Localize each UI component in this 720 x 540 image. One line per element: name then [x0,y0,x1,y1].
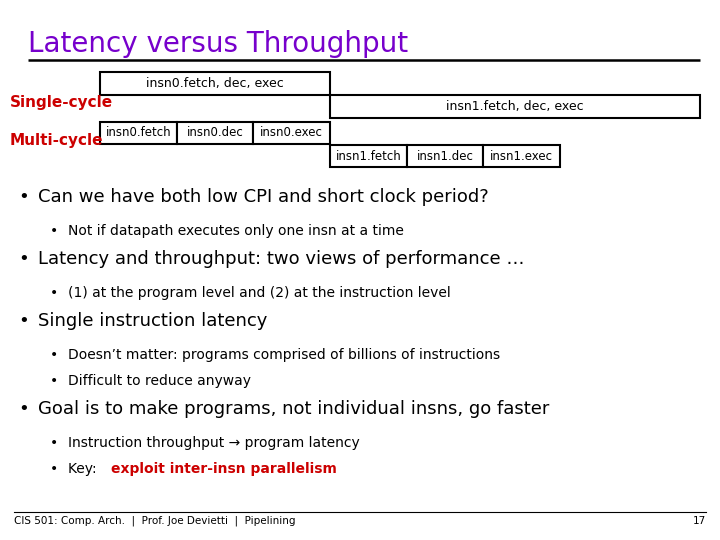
Text: insn1.dec: insn1.dec [417,150,474,163]
Text: •: • [18,250,29,268]
Text: •: • [50,348,58,362]
Text: 17: 17 [693,516,706,526]
Text: Single instruction latency: Single instruction latency [38,312,267,330]
Text: insn0.fetch: insn0.fetch [106,126,171,139]
Bar [100,122,176,144]
Text: Doesn’t matter: programs comprised of billions of instructions: Doesn’t matter: programs comprised of bi… [68,348,500,362]
Text: Can we have both low CPI and short clock period?: Can we have both low CPI and short clock… [38,188,489,206]
Bar [176,122,253,144]
Bar [407,145,483,167]
Text: insn0.dec: insn0.dec [186,126,243,139]
Text: insn1.fetch: insn1.fetch [336,150,401,163]
Text: Latency versus Throughput: Latency versus Throughput [28,30,408,58]
Text: Goal is to make programs, not individual insns, go faster: Goal is to make programs, not individual… [38,400,549,418]
Text: Not if datapath executes only one insn at a time: Not if datapath executes only one insn a… [68,224,404,238]
Text: •: • [50,374,58,388]
Text: Instruction throughput → program latency: Instruction throughput → program latency [68,436,360,450]
Bar [330,95,700,118]
Text: •: • [18,188,29,206]
Bar [483,145,560,167]
Text: CIS 501: Comp. Arch.  |  Prof. Joe Devietti  |  Pipelining: CIS 501: Comp. Arch. | Prof. Joe Deviett… [14,516,295,526]
Text: •: • [50,286,58,300]
Text: exploit inter-insn parallelism: exploit inter-insn parallelism [111,462,336,476]
Text: •: • [50,462,58,476]
Text: •: • [50,224,58,238]
Text: insn0.fetch, dec, exec: insn0.fetch, dec, exec [146,77,284,90]
Text: Single-cycle: Single-cycle [10,95,113,110]
Text: Key:: Key: [68,462,101,476]
Bar [253,122,330,144]
Text: Difficult to reduce anyway: Difficult to reduce anyway [68,374,251,388]
Text: insn0.exec: insn0.exec [260,126,323,139]
Text: Multi-cycle: Multi-cycle [10,133,104,148]
Text: •: • [18,400,29,418]
Text: •: • [18,312,29,330]
Bar [100,72,330,95]
Text: insn1.fetch, dec, exec: insn1.fetch, dec, exec [446,100,584,113]
Text: Latency and throughput: two views of performance …: Latency and throughput: two views of per… [38,250,524,268]
Text: insn1.exec: insn1.exec [490,150,553,163]
Text: (1) at the program level and (2) at the instruction level: (1) at the program level and (2) at the … [68,286,451,300]
Text: •: • [50,436,58,450]
Bar [330,145,407,167]
